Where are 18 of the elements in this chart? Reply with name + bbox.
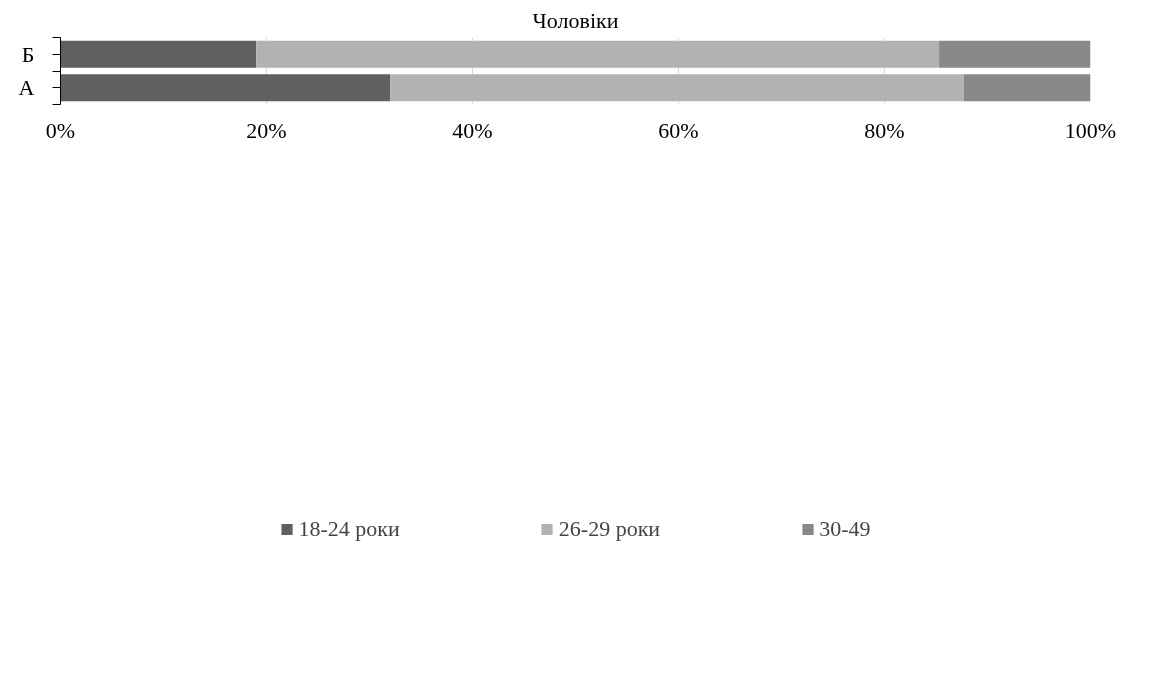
x-tick-label: 60% [658,117,699,143]
legend-label: 30-49 [819,515,871,542]
bar [60,40,257,68]
y-tick-label: Б [21,41,35,67]
bar [60,74,391,102]
legend-label: 26-29 роки [558,515,661,542]
y-tick-label: А [18,75,35,101]
chart-title: Чоловіки [532,7,619,33]
x-tick-label: 40% [452,117,493,143]
legend-label: 18-24 роки [298,515,400,542]
bar [939,40,1091,68]
bar [390,74,964,102]
x-tick-label: 100% [1064,117,1117,143]
bar [963,74,1091,102]
x-tick-label: 20% [246,117,287,143]
bar [256,40,940,68]
x-tick-label: 0% [45,117,76,143]
x-tick-label: 80% [864,117,905,143]
